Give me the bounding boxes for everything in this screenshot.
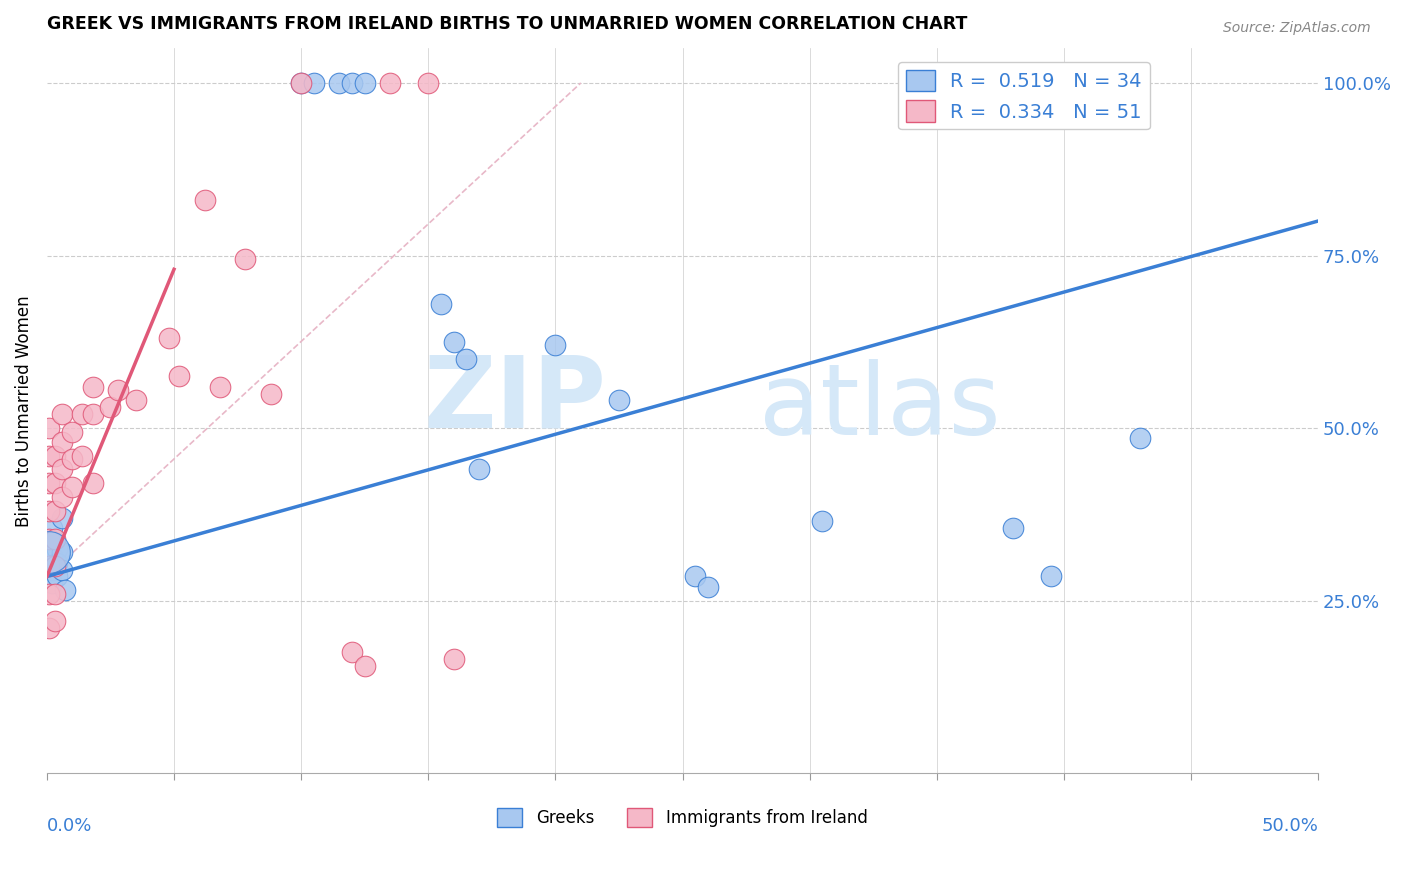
- Point: [82, 476, 104, 491]
- Point: [430, 297, 453, 311]
- Legend: Greeks, Immigrants from Ireland: Greeks, Immigrants from Ireland: [491, 802, 875, 834]
- Point: [193, 194, 215, 208]
- Point: [456, 352, 478, 367]
- Point: [51, 563, 73, 577]
- Point: [328, 76, 350, 90]
- Point: [697, 580, 720, 594]
- Point: [72, 449, 94, 463]
- Point: [378, 76, 401, 90]
- Point: [302, 76, 325, 90]
- Point: [107, 383, 129, 397]
- Point: [41, 576, 63, 591]
- Point: [51, 434, 73, 449]
- Point: [1002, 521, 1025, 535]
- Point: [38, 559, 60, 574]
- Point: [353, 659, 375, 673]
- Point: [51, 462, 73, 476]
- Point: [41, 563, 63, 577]
- Point: [167, 369, 190, 384]
- Point: [233, 252, 256, 266]
- Point: [60, 452, 83, 467]
- Point: [41, 535, 63, 549]
- Point: [51, 545, 73, 559]
- Point: [607, 393, 630, 408]
- Point: [44, 532, 66, 546]
- Point: [60, 480, 83, 494]
- Text: 0.0%: 0.0%: [46, 817, 93, 835]
- Point: [290, 76, 312, 90]
- Point: [340, 645, 363, 659]
- Point: [1129, 432, 1152, 446]
- Point: [418, 76, 440, 90]
- Text: 50.0%: 50.0%: [1261, 817, 1319, 835]
- Point: [811, 514, 834, 528]
- Point: [44, 587, 66, 601]
- Point: [72, 407, 94, 421]
- Point: [353, 76, 375, 90]
- Text: Source: ZipAtlas.com: Source: ZipAtlas.com: [1223, 21, 1371, 35]
- Y-axis label: Births to Unmarried Women: Births to Unmarried Women: [15, 295, 32, 526]
- Point: [38, 504, 60, 518]
- Point: [44, 559, 66, 574]
- Point: [46, 541, 69, 556]
- Point: [44, 504, 66, 518]
- Point: [82, 379, 104, 393]
- Point: [82, 407, 104, 421]
- Point: [544, 338, 567, 352]
- Point: [157, 331, 180, 345]
- Point: [443, 334, 465, 349]
- Point: [51, 490, 73, 504]
- Point: [41, 521, 63, 535]
- Point: [38, 621, 60, 635]
- Point: [53, 583, 76, 598]
- Point: [100, 401, 122, 415]
- Point: [443, 652, 465, 666]
- Point: [290, 76, 312, 90]
- Point: [44, 476, 66, 491]
- Point: [340, 76, 363, 90]
- Point: [38, 545, 60, 559]
- Point: [683, 569, 706, 583]
- Text: GREEK VS IMMIGRANTS FROM IRELAND BIRTHS TO UNMARRIED WOMEN CORRELATION CHART: GREEK VS IMMIGRANTS FROM IRELAND BIRTHS …: [46, 15, 967, 33]
- Text: atlas: atlas: [759, 359, 1001, 456]
- Point: [259, 386, 281, 401]
- Point: [60, 425, 83, 439]
- Point: [51, 407, 73, 421]
- Point: [38, 476, 60, 491]
- Point: [41, 549, 63, 563]
- Point: [468, 462, 491, 476]
- Point: [38, 421, 60, 435]
- Point: [38, 532, 60, 546]
- Point: [38, 449, 60, 463]
- Text: ZIP: ZIP: [423, 351, 606, 449]
- Point: [46, 569, 69, 583]
- Point: [51, 510, 73, 524]
- Point: [1040, 569, 1063, 583]
- Point: [208, 379, 231, 393]
- Point: [44, 615, 66, 629]
- Point: [44, 449, 66, 463]
- Point: [46, 556, 69, 570]
- Point: [38, 587, 60, 601]
- Point: [125, 393, 148, 408]
